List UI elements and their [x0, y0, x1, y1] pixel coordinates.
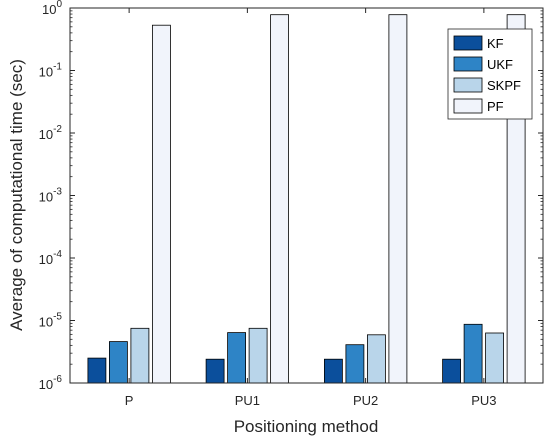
x-tick-label: PU3 [471, 393, 496, 408]
bar-ukf-pu3 [463, 323, 483, 384]
y-axis-label: Average of computational time (sec) [7, 59, 26, 331]
x-tick-label: PU2 [353, 393, 378, 408]
legend-swatch-ukf [453, 56, 483, 72]
bar-skpf-pu3 [485, 332, 505, 384]
legend-label-ukf: UKF [487, 57, 513, 72]
y-tick-label: 10-6 [39, 374, 63, 392]
legend: KF UKF SKPF PF [447, 28, 533, 120]
bar-ukf-pu2 [345, 344, 365, 384]
bar-kf-pu3 [442, 358, 462, 384]
legend-label-pf: PF [487, 99, 504, 114]
legend-swatch-kf [453, 35, 483, 51]
y-tick-label: 10-2 [39, 124, 63, 142]
bar-pf-pu2 [388, 14, 408, 384]
x-axis-label: Positioning method [234, 417, 379, 436]
legend-swatch-pf [453, 98, 483, 114]
x-axis-ticks: P PU1 PU2 PU3 [125, 8, 497, 408]
y-tick-label: 10-5 [39, 312, 63, 330]
legend-swatch-skpf [453, 77, 483, 93]
bar-kf-pu2 [323, 358, 343, 384]
y-tick-label: 10-3 [39, 187, 63, 205]
y-tick-label: 10-1 [39, 62, 63, 80]
bar-pf-pu1 [270, 14, 290, 384]
legend-label-kf: KF [487, 36, 504, 51]
bar-pf-p [151, 24, 171, 384]
bar-ukf-pu1 [227, 332, 247, 384]
bar-kf-p [87, 357, 107, 384]
legend-label-skpf: SKPF [487, 78, 521, 93]
bar-skpf-p [130, 327, 150, 384]
y-tick-label: 10-4 [39, 249, 63, 267]
bar-skpf-pu1 [248, 327, 268, 384]
bar-ukf-p [109, 341, 128, 384]
x-tick-label: P [125, 393, 134, 408]
x-tick-label: PU1 [235, 393, 260, 408]
bar-kf-pu1 [205, 358, 225, 384]
bar-skpf-pu2 [366, 334, 386, 384]
y-tick-label: 100 [42, 0, 62, 17]
y-axis-ticks: 10-6 10-5 10-4 10-3 10-2 10-1 100 [39, 0, 543, 392]
